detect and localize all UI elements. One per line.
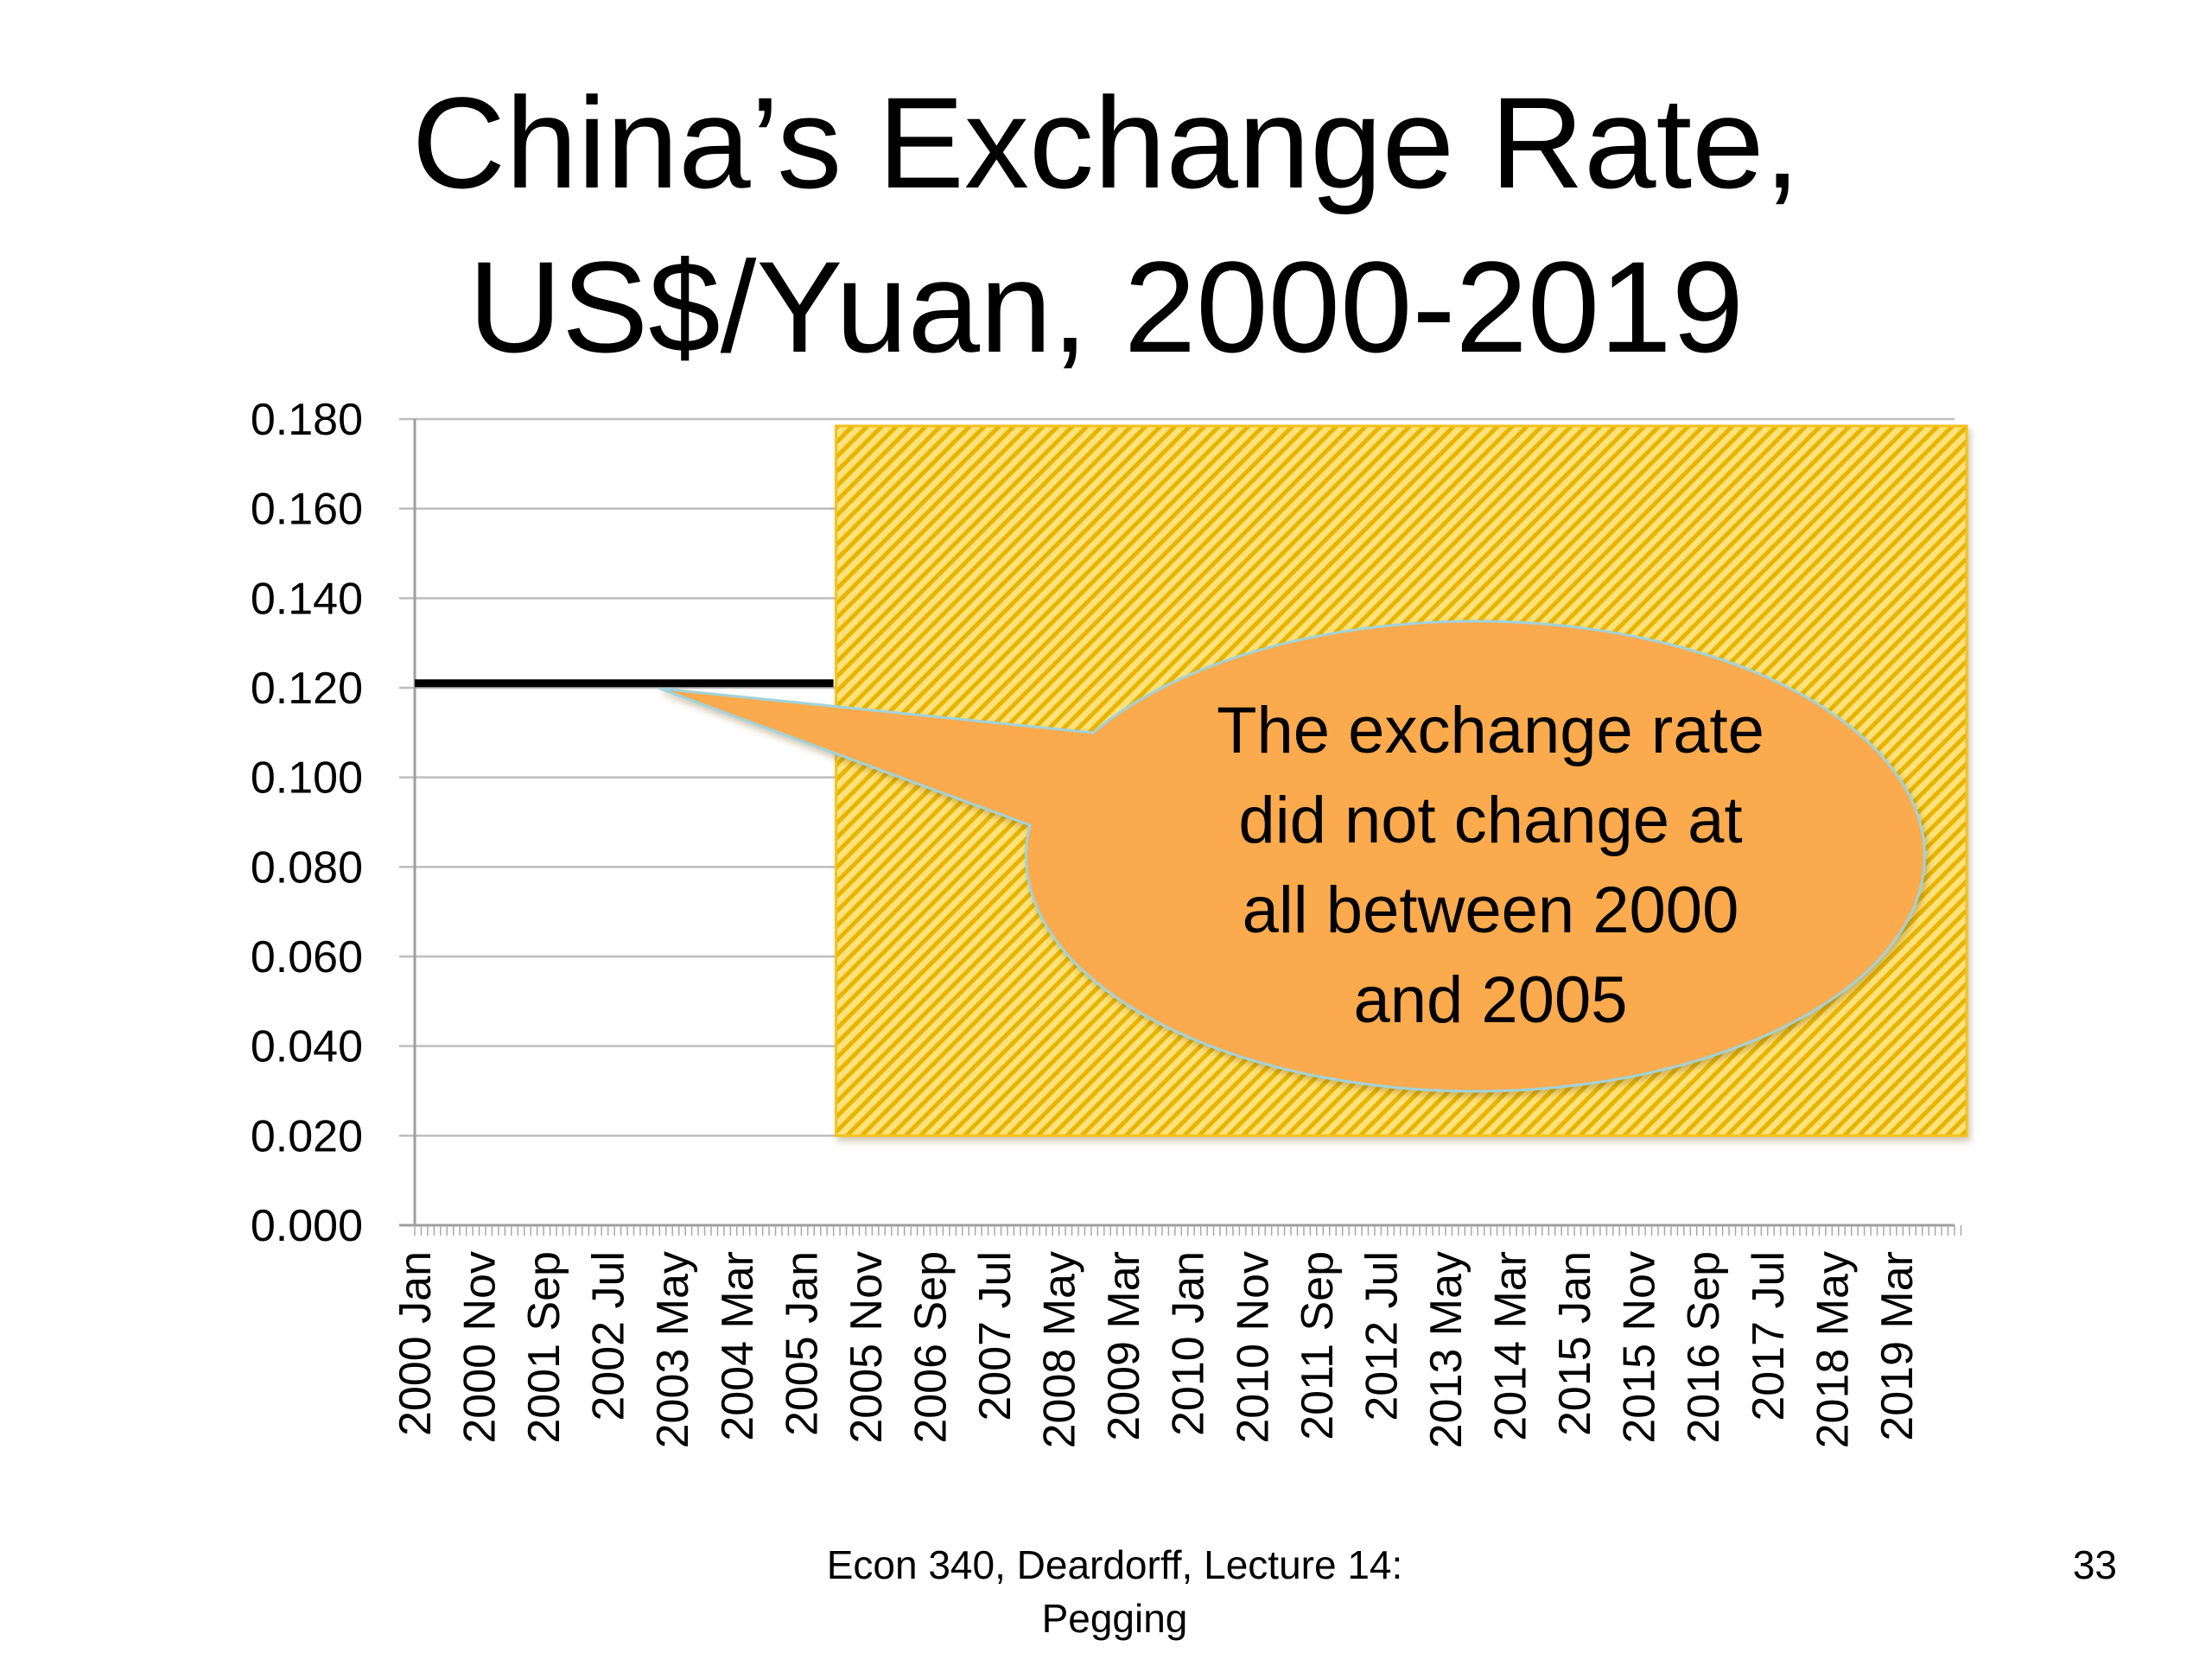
x-tick-label: 2003 May <box>648 1251 698 1448</box>
y-tick-label: 0.180 <box>251 395 363 445</box>
callout-text-line: did not change at <box>1238 784 1742 857</box>
x-tick-label: 2010 Nov <box>1228 1251 1278 1444</box>
x-tick-label: 2011 Sep <box>1293 1251 1343 1440</box>
callout-text-line: and 2005 <box>1354 963 1628 1037</box>
x-tick-label: 2004 Mar <box>713 1251 763 1441</box>
x-tick-label: 2012 Jul <box>1357 1251 1407 1421</box>
x-tick-label: 2000 Jan <box>391 1251 441 1436</box>
x-tick-label: 2013 May <box>1421 1251 1471 1448</box>
x-tick-label: 2002 Jul <box>584 1251 634 1421</box>
x-tick-label: 2007 Jul <box>970 1251 1020 1421</box>
x-tick-label: 2005 Jan <box>777 1251 827 1436</box>
x-tick-label: 2008 May <box>1035 1251 1085 1448</box>
y-tick-label: 0.080 <box>251 842 363 893</box>
y-tick-label: 0.000 <box>251 1201 363 1251</box>
footer-line-2: Pegging <box>1041 1596 1188 1641</box>
x-tick-label: 2000 Nov <box>455 1251 505 1444</box>
slide-title: China’s Exchange Rate, US$/Yuan, 2000-20… <box>0 60 2212 389</box>
callout-bubble <box>658 620 1926 1093</box>
x-tick-label: 2014 Mar <box>1486 1251 1536 1441</box>
x-tick-label: 2015 Jan <box>1550 1251 1600 1436</box>
slide-title-line-2: US$/Yuan, 2000-2019 <box>467 234 1745 379</box>
x-tick-label: 2019 Mar <box>1872 1251 1923 1441</box>
x-tick-label: 2015 Nov <box>1615 1251 1665 1444</box>
x-tick-label: 2005 Nov <box>842 1251 892 1444</box>
y-tick-label: 0.120 <box>251 664 363 714</box>
slide-footer: Econ 340, Deardorff, Lecture 14: Pegging <box>778 1538 1452 1645</box>
y-tick-label: 0.020 <box>251 1111 363 1161</box>
annotation-callout: The exchange rate did not change at all be… <box>658 620 1926 1093</box>
x-tick-label: 2001 Sep <box>519 1251 569 1444</box>
x-tick-label: 2010 Jan <box>1164 1251 1214 1436</box>
axes <box>399 419 1962 1236</box>
callout-text-line: The exchange rate <box>1217 694 1764 767</box>
y-tick-label: 0.060 <box>251 932 363 982</box>
x-tick-label: 2018 May <box>1808 1251 1858 1448</box>
callout-text-line: all between 2000 <box>1243 874 1739 947</box>
y-tick-label: 0.040 <box>251 1022 363 1072</box>
x-tick-label: 2006 Sep <box>906 1251 956 1444</box>
x-tick-labels: 2000 Jan 2000 Nov 2001 Sep 2002 Jul 2003 May… <box>391 1251 1923 1448</box>
page-number: 33 <box>2072 1542 2117 1587</box>
y-tick-label: 0.140 <box>251 574 363 624</box>
slide-title-line-1: China’s Exchange Rate, <box>411 70 1801 215</box>
y-tick-label: 0.100 <box>251 753 363 804</box>
x-tick-label: 2017 Jul <box>1744 1251 1794 1421</box>
x-tick-label: 2016 Sep <box>1679 1251 1729 1444</box>
y-tick-labels: 0.000 0.020 0.040 0.060 0.080 0.100 0.120 0.140… <box>251 395 363 1251</box>
x-tick-label: 2009 Mar <box>1099 1251 1149 1441</box>
y-tick-label: 0.160 <box>251 485 363 535</box>
footer-line-1: Econ 340, Deardorff, Lecture 14: <box>826 1542 1403 1587</box>
